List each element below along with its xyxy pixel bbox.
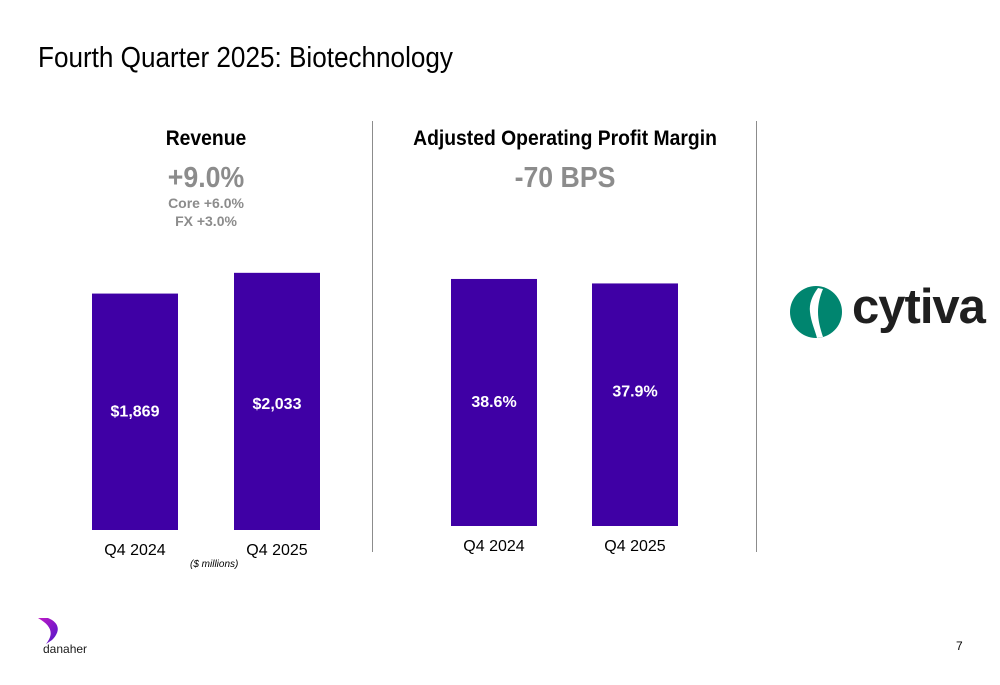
margin-chart: 38.6% Q4 2024 37.9% Q4 2025: [451, 278, 678, 555]
panel-divider-left: [372, 121, 373, 552]
cytiva-logo: cytiva: [790, 280, 986, 342]
data-label-0-0: $1,869: [111, 404, 160, 421]
cytiva-wordmark: cytiva: [852, 280, 986, 334]
data-label-1-0: 38.6%: [471, 394, 516, 411]
cytiva-mark-icon: [790, 286, 842, 338]
bar-0-0: [92, 293, 178, 530]
danaher-logo: danaher: [36, 616, 106, 661]
danaher-wordmark: danaher: [43, 642, 88, 656]
units-note: ($ millions): [190, 559, 239, 570]
revenue-heading: Revenue: [165, 127, 247, 150]
bar-1-0: [451, 278, 537, 526]
page-number: 7: [956, 639, 963, 653]
data-label-0-1: $2,033: [253, 396, 302, 413]
revenue-fx-impact: FX +3.0%: [175, 213, 237, 229]
category-label-0-1: Q4 2025: [246, 542, 307, 559]
bar-1-1: [592, 283, 678, 526]
slide-title: Fourth Quarter 2025: Biotechnology: [38, 42, 453, 74]
category-label-1-1: Q4 2025: [604, 538, 665, 555]
revenue-core-growth: Core +6.0%: [168, 195, 244, 211]
revenue-chart: $1,869 Q4 2024 $2,033 Q4 2025: [92, 272, 320, 559]
panel-divider-right: [756, 121, 757, 552]
data-label-1-1: 37.9%: [612, 383, 657, 400]
danaher-mark-icon: [38, 618, 58, 644]
revenue-growth: +9.0%: [167, 162, 245, 194]
margin-change: -70 BPS: [514, 162, 616, 194]
category-label-1-0: Q4 2024: [463, 538, 524, 555]
bar-0-1: [234, 272, 320, 530]
category-label-0-0: Q4 2024: [104, 542, 165, 559]
margin-heading: Adjusted Operating Profit Margin: [413, 127, 717, 150]
